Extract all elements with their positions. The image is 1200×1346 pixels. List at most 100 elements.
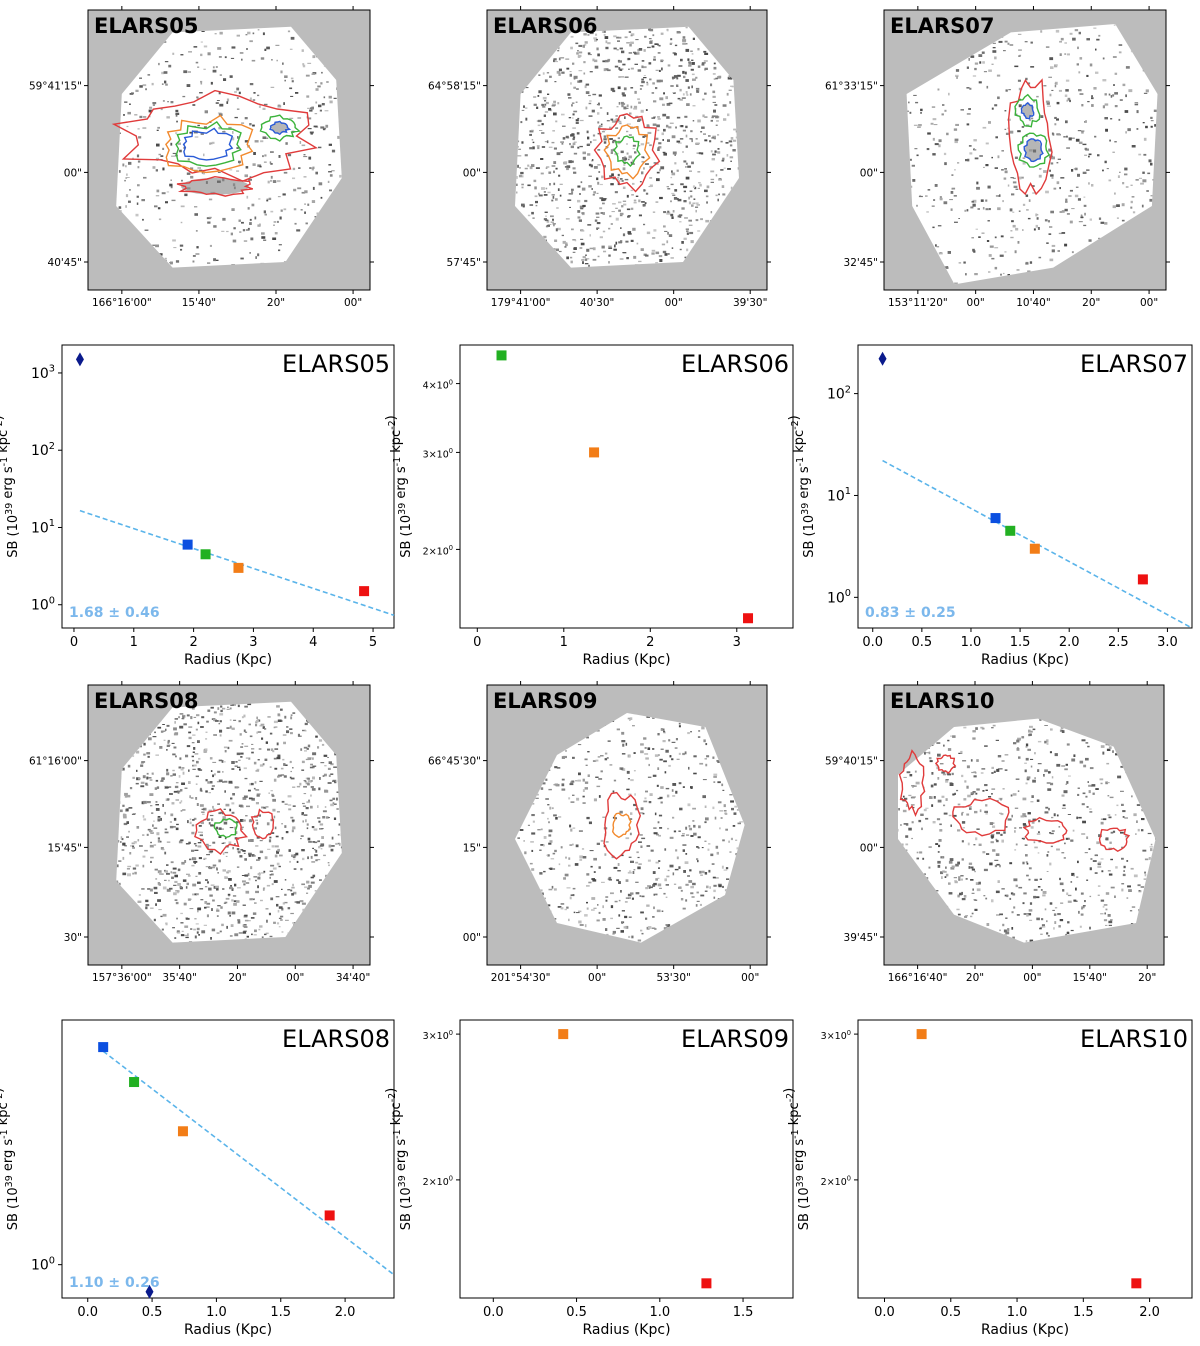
- ra-tick-label: 00": [967, 297, 985, 309]
- map-frame: [883, 9, 1167, 291]
- sky-map-elars10: ELARS10 59°40'15" 00" 39'45" 166°16'40" 20" 00…: [825, 681, 1168, 984]
- x-tick-label: 2.0: [335, 1305, 356, 1320]
- x-tick-label: 0.5: [912, 635, 933, 650]
- x-tick-label: 1.0: [1007, 1305, 1028, 1320]
- plot-title: ELARS07: [1080, 350, 1188, 378]
- x-axis-label: Radius (Kpc): [582, 1322, 670, 1338]
- ra-tick-label: 201°54'30": [491, 972, 551, 984]
- y-tick-label: 3×100: [423, 447, 453, 460]
- y-tick-label: 100: [31, 1255, 55, 1273]
- data-point-square: [558, 1029, 569, 1040]
- x-tick-label: 3: [733, 635, 741, 650]
- dec-tick-label: 30": [64, 932, 82, 944]
- y-tick-label: 102: [827, 384, 851, 402]
- y-axis-label: SB (1039 erg s-1 kpc-2): [787, 415, 817, 558]
- dec-tick-label: 00": [860, 842, 878, 854]
- ra-tick-label: 157°36'00": [92, 972, 152, 984]
- dec-tick-label: 00": [860, 167, 878, 179]
- x-axis-label: Radius (Kpc): [184, 652, 272, 668]
- dec-tick-label: 39'45": [844, 932, 878, 944]
- ra-tick-label: 20": [966, 972, 984, 984]
- ra-tick-label: 179°41'00": [491, 297, 551, 309]
- slope-label: 0.83 ± 0.25: [865, 605, 956, 621]
- plot-frame: [61, 344, 395, 629]
- x-tick-label: 0: [473, 635, 481, 650]
- plot-title: ELARS09: [681, 1025, 789, 1053]
- x-tick-label: 0.0: [77, 1305, 98, 1320]
- data-point-square: [990, 513, 1001, 524]
- y-tick-label: 4×100: [423, 378, 453, 391]
- x-tick-label: 1.0: [206, 1305, 227, 1320]
- emission-contours: [111, 89, 319, 197]
- data-point-diamond: [75, 352, 84, 367]
- plot-title: ELARS06: [681, 350, 789, 378]
- plot-frame: [857, 344, 1193, 629]
- ra-tick-label: 166°16'40": [888, 972, 948, 984]
- x-tick-label: 2.0: [1059, 635, 1080, 650]
- ra-tick-label: 20": [228, 972, 246, 984]
- data-point-square: [324, 1210, 335, 1221]
- emission-contours: [898, 749, 1131, 853]
- x-axis-label: Radius (Kpc): [582, 652, 670, 668]
- ra-tick-label: 00": [286, 972, 304, 984]
- map-footprint: [116, 26, 342, 268]
- x-tick-label: 1.0: [961, 635, 982, 650]
- y-tick-label: 100: [827, 588, 851, 606]
- ra-tick-label: 20": [267, 297, 285, 309]
- x-axis-label: Radius (Kpc): [981, 1322, 1069, 1338]
- map-title: ELARS09: [493, 689, 598, 713]
- ra-tick-label: 00": [588, 972, 606, 984]
- x-tick-label: 2.5: [1108, 635, 1129, 650]
- x-tick-label: 2: [189, 635, 197, 650]
- x-axis-label: Radius (Kpc): [981, 652, 1069, 668]
- x-tick-label: 0: [70, 635, 78, 650]
- ra-tick-label: 15'40": [182, 297, 216, 309]
- x-axis-label: Radius (Kpc): [184, 1322, 272, 1338]
- data-point-square: [701, 1278, 712, 1289]
- x-tick-label: 1.0: [649, 1305, 670, 1320]
- dec-tick-label: 15'45": [48, 842, 82, 854]
- x-tick-label: 1: [130, 635, 138, 650]
- ra-tick-label: 34'40": [336, 972, 370, 984]
- x-tick-label: 2: [646, 635, 654, 650]
- dec-tick-label: 15": [463, 842, 481, 854]
- dec-tick-label: 64°58'15": [428, 81, 481, 93]
- sky-map-panels: ELARS05 59°41'15" 00" 40'45" 166°16'00" 15'40…: [29, 6, 1170, 984]
- x-tick-label: 0.5: [142, 1305, 163, 1320]
- sky-map-elars05: ELARS05 59°41'15" 00" 40'45" 166°16'00" 15'40…: [29, 6, 374, 309]
- data-point-square: [129, 1077, 140, 1088]
- sb-plot-elars06: 0 1 2 3 2×100 3×100 4×100 Radius (Kpc) SB (1039 …: [384, 344, 794, 668]
- data-point-square: [916, 1029, 927, 1040]
- emission-contours: [593, 113, 661, 193]
- dec-tick-label: 00": [64, 167, 82, 179]
- sb-plot-elars09: 0.0 0.5 1.0 1.5 2×100 3×100 Radius (Kpc) SB (10…: [384, 1019, 794, 1338]
- y-axis-label: SB (1039 erg s-1 kpc-2): [782, 1088, 812, 1231]
- dec-tick-label: 59°40'15": [825, 756, 878, 768]
- data-point-square: [359, 586, 370, 597]
- y-tick-label: 103: [31, 364, 55, 382]
- data-point-square: [743, 613, 754, 624]
- ra-tick-label: 20": [1138, 972, 1156, 984]
- y-tick-label: 101: [31, 518, 55, 536]
- dec-tick-label: 61°33'15": [825, 81, 878, 93]
- x-tick-label: 3: [249, 635, 257, 650]
- ra-tick-label: 00": [665, 297, 683, 309]
- x-tick-label: 0.5: [566, 1305, 587, 1320]
- data-point-square: [1005, 525, 1016, 536]
- data-point-square: [233, 562, 244, 573]
- x-tick-label: 1.5: [270, 1305, 291, 1320]
- y-tick-label: 3×100: [423, 1029, 453, 1042]
- map-frame: [486, 9, 768, 291]
- plot-frame: [61, 1019, 395, 1299]
- fit-line: [882, 459, 1193, 629]
- x-tick-label: 4: [309, 635, 317, 650]
- ra-tick-label: 20": [1082, 297, 1100, 309]
- x-tick-label: 1.5: [733, 1305, 754, 1320]
- sky-map-elars07: ELARS07 61°33'15" 00" 32'45" 153°11'20" 00" 10…: [825, 6, 1170, 309]
- map-frame: [87, 684, 371, 966]
- slope-label: 1.10 ± 0.26: [69, 1275, 160, 1291]
- data-point-diamond: [145, 1284, 154, 1299]
- dec-tick-label: 00": [463, 932, 481, 944]
- plot-frame: [459, 1019, 794, 1299]
